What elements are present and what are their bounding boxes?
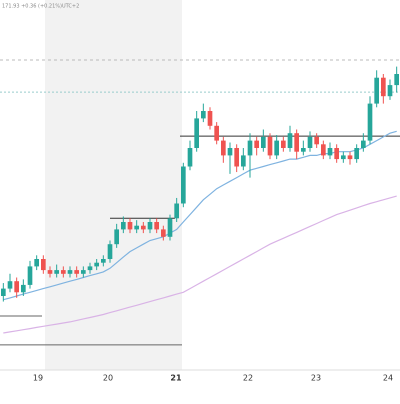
candle-body: [221, 140, 226, 156]
weekend-shade: [45, 0, 182, 370]
candle-body: [67, 270, 73, 274]
candle-body: [367, 103, 373, 141]
candle-body: [94, 262, 99, 267]
candle-body: [201, 111, 206, 119]
candle-body: [294, 133, 299, 152]
candle-body: [54, 270, 59, 274]
candle-body: [174, 203, 179, 219]
candle-body: [7, 281, 13, 289]
candle-body: [381, 77, 386, 97]
header-price: 171.93 +0.36 (+0.21%): [2, 4, 62, 10]
candle-body: [281, 140, 286, 148]
candle-body: [394, 74, 399, 86]
candle-body: [81, 270, 86, 274]
candle-body: [227, 148, 233, 156]
candle-body: [241, 155, 246, 167]
candle-body: [354, 148, 359, 160]
candle-body: [234, 148, 239, 167]
candle-body: [74, 270, 79, 274]
candle-body: [107, 244, 113, 259]
candle-body: [141, 225, 146, 230]
candle-body: [261, 136, 266, 148]
candle-body: [301, 148, 306, 152]
candle-body: [1, 288, 6, 296]
candle-body: [154, 222, 159, 230]
candle-body: [321, 144, 326, 156]
candle-body: [41, 259, 46, 271]
x-tick-label: 23: [311, 374, 321, 383]
candle-body: [101, 259, 106, 263]
candle-body: [267, 136, 273, 156]
candle-body: [167, 218, 173, 237]
candle-body: [207, 111, 213, 126]
candle-body: [161, 229, 166, 237]
candle-body: [181, 166, 186, 204]
candle-body: [341, 155, 346, 160]
candle-body: [127, 222, 133, 230]
x-tick-label: 24: [383, 374, 393, 383]
x-tick-label: 20: [103, 374, 113, 383]
candle-body: [254, 140, 259, 148]
candle-body: [347, 155, 353, 160]
candle-body: [134, 225, 139, 230]
candle-body: [374, 77, 379, 104]
candle-body: [314, 136, 319, 145]
candle-body: [14, 281, 19, 293]
candle-body: [187, 148, 193, 167]
candle-body: [274, 140, 279, 156]
x-tick-label: 21: [170, 374, 182, 383]
candle-body: [334, 148, 339, 160]
candle-body: [214, 125, 219, 141]
candle-body: [147, 222, 153, 230]
candle-body: [307, 136, 313, 148]
timezone: UTC+2: [62, 4, 79, 10]
candle-body: [61, 270, 66, 274]
candle-body: [327, 148, 333, 156]
ma-line: [3, 195, 397, 334]
candle-body: [27, 266, 33, 285]
candle-body: [194, 118, 199, 148]
x-tick-label: 19: [33, 374, 43, 383]
x-tick-label: 22: [243, 374, 253, 383]
candle-body: [361, 140, 366, 148]
candle-body: [287, 133, 293, 148]
candle-body: [387, 85, 393, 97]
candle-body: [87, 266, 93, 271]
candle-body: [114, 229, 119, 245]
candle-body: [21, 284, 26, 293]
candle-body: [34, 259, 39, 267]
candle-body: [47, 270, 53, 274]
candle-body: [247, 140, 253, 156]
candle-body: [121, 222, 126, 230]
